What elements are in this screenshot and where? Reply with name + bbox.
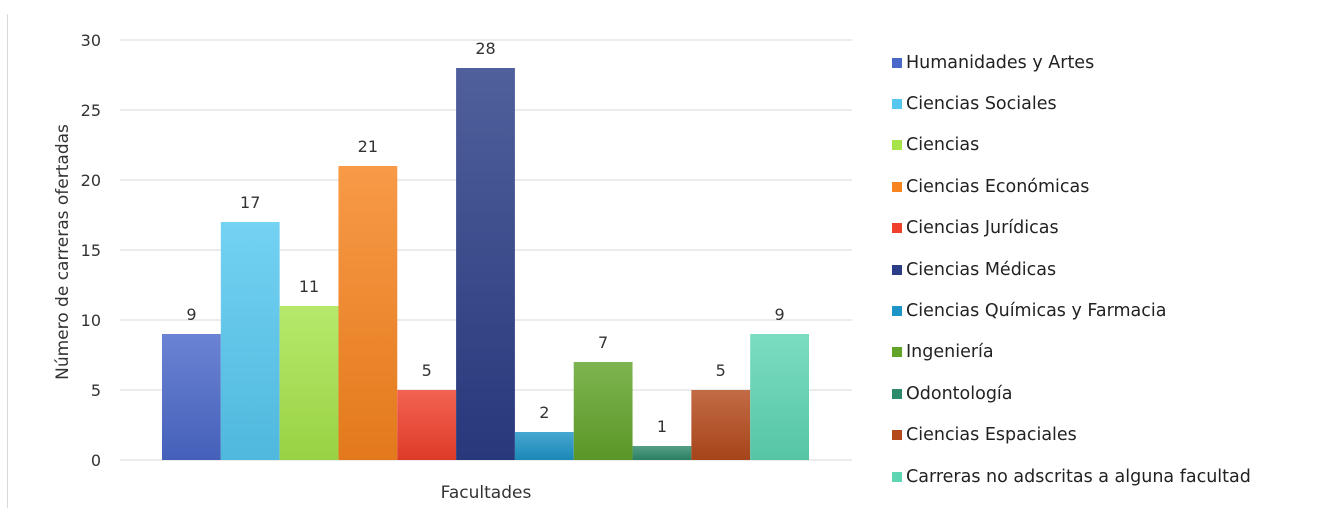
legend-item: Ciencias Espaciales bbox=[892, 415, 1251, 456]
legend-swatch bbox=[892, 471, 902, 482]
legend-swatch bbox=[892, 347, 902, 358]
legend-swatch bbox=[892, 140, 902, 151]
legend-label: Carreras no adscritas a alguna facultad bbox=[906, 466, 1251, 487]
legend-swatch bbox=[892, 57, 902, 68]
bar-9 bbox=[632, 446, 692, 460]
x-axis-title: Facultades bbox=[441, 483, 532, 503]
legend-label: Ciencias Sociales bbox=[906, 94, 1057, 115]
bar-2 bbox=[220, 222, 280, 460]
data-label: 7 bbox=[598, 333, 608, 352]
y-tick-label: 15 bbox=[81, 241, 101, 260]
legend: Humanidades y Artes Ciencias Sociales Cien… bbox=[892, 42, 1251, 497]
legend-label: Ciencias Económicas bbox=[906, 176, 1090, 197]
frame-left-border bbox=[7, 14, 8, 508]
legend-swatch bbox=[892, 430, 902, 441]
legend-label: Ciencias Médicas bbox=[906, 259, 1057, 280]
data-label: 11 bbox=[299, 277, 319, 296]
bar-10 bbox=[691, 390, 751, 460]
legend-swatch bbox=[892, 99, 902, 110]
data-label: 21 bbox=[358, 137, 378, 156]
bar-4 bbox=[338, 166, 398, 460]
legend-label: Humanidades y Artes bbox=[906, 52, 1095, 73]
y-axis-title: Número de carreras ofertadas bbox=[53, 124, 73, 380]
y-axis-ticks: 0 5 10 15 20 25 30 bbox=[81, 31, 101, 470]
data-label: 2 bbox=[539, 403, 549, 422]
data-label: 5 bbox=[716, 361, 726, 380]
legend-swatch bbox=[892, 388, 902, 399]
legend-label: Ingeniería bbox=[906, 342, 994, 363]
y-tick-label: 25 bbox=[81, 101, 101, 120]
data-label: 5 bbox=[422, 361, 432, 380]
legend-item: Ciencias Económicas bbox=[892, 166, 1251, 207]
data-label: 1 bbox=[657, 417, 667, 436]
data-label: 17 bbox=[240, 193, 260, 212]
bar-8 bbox=[573, 362, 633, 460]
bar-7 bbox=[514, 432, 574, 460]
legend-item: Humanidades y Artes bbox=[892, 42, 1251, 83]
bar-1 bbox=[162, 334, 221, 460]
y-tick-label: 0 bbox=[91, 451, 101, 470]
legend-swatch bbox=[892, 306, 902, 317]
legend-swatch bbox=[892, 264, 902, 275]
legend-swatch bbox=[892, 223, 902, 234]
bar-5 bbox=[397, 390, 457, 460]
y-tick-label: 10 bbox=[81, 311, 101, 330]
bar-3 bbox=[279, 306, 339, 460]
legend-item: Ciencias Químicas y Farmacia bbox=[892, 290, 1251, 331]
legend-item: Ciencias Jurídicas bbox=[892, 208, 1251, 249]
data-label: 28 bbox=[475, 39, 495, 58]
legend-label: Ciencias Jurídicas bbox=[906, 218, 1059, 239]
bar-6 bbox=[456, 68, 515, 460]
legend-item: Ciencias Médicas bbox=[892, 249, 1251, 290]
legend-item: Odontología bbox=[892, 373, 1251, 414]
legend-item: Carreras no adscritas a alguna facultad bbox=[892, 456, 1251, 497]
legend-item: Ciencias Sociales bbox=[892, 83, 1251, 124]
y-tick-label: 20 bbox=[81, 171, 101, 190]
legend-label: Odontología bbox=[906, 383, 1013, 404]
legend-label: Ciencias Químicas y Farmacia bbox=[906, 301, 1167, 322]
legend-label: Ciencias bbox=[906, 135, 980, 156]
y-tick-label: 5 bbox=[91, 381, 101, 400]
y-tick-label: 30 bbox=[81, 31, 101, 50]
legend-item: Ingeniería bbox=[892, 332, 1251, 373]
data-label: 9 bbox=[186, 305, 196, 324]
bars bbox=[162, 68, 809, 460]
legend-item: Ciencias bbox=[892, 125, 1251, 166]
bar-11 bbox=[750, 334, 809, 460]
legend-label: Ciencias Espaciales bbox=[906, 425, 1077, 446]
data-labels: 9 17 11 21 5 28 2 7 1 5 9 bbox=[186, 39, 784, 436]
legend-swatch bbox=[892, 181, 902, 192]
data-label: 9 bbox=[774, 305, 784, 324]
